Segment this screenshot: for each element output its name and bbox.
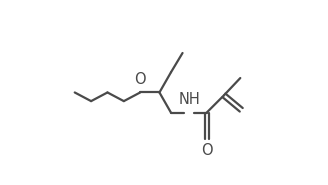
Text: NH: NH	[178, 92, 200, 107]
Text: O: O	[201, 144, 213, 159]
Text: O: O	[134, 72, 146, 87]
